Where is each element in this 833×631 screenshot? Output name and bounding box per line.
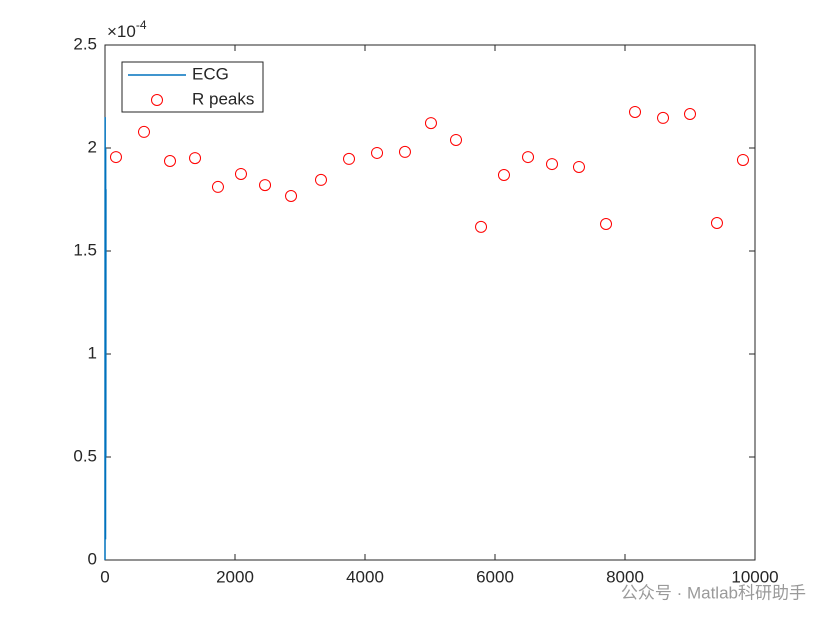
x-tick-label: 2000 — [216, 567, 254, 586]
r-peak — [189, 152, 202, 165]
x-tick-label: 10000 — [731, 567, 778, 586]
r-peak — [211, 180, 224, 193]
ecg-line — [104, 117, 107, 561]
y-tick-label: 0 — [88, 549, 97, 568]
r-peak — [398, 145, 411, 158]
r-peak — [710, 216, 723, 229]
r-peak — [600, 218, 613, 231]
x-tick-label: 0 — [100, 567, 109, 586]
r-peak — [164, 154, 176, 167]
r-peak — [138, 125, 150, 138]
r-peak — [546, 158, 559, 171]
r-peak — [343, 152, 356, 165]
r-peak — [657, 111, 670, 124]
x-tick-label: 4000 — [346, 567, 384, 586]
r-peak — [629, 105, 642, 118]
legend-label: ECG — [192, 64, 229, 83]
r-peak — [109, 151, 122, 164]
legend-label: R peaks — [192, 89, 254, 108]
r-peak — [736, 153, 749, 166]
y-tick-label: 1 — [88, 343, 97, 362]
r-peak — [371, 146, 384, 159]
r-peak — [522, 151, 535, 164]
plot-area — [104, 44, 756, 561]
r-peak — [314, 173, 327, 186]
r-peak — [285, 189, 298, 202]
legend-box — [121, 61, 264, 113]
x-tick-label: 6000 — [476, 567, 514, 586]
y-tick-label: 0.5 — [73, 446, 97, 465]
x-tick-label: 8000 — [606, 567, 644, 586]
r-peak — [497, 168, 510, 181]
r-peak — [424, 117, 437, 130]
legend-symbol — [151, 94, 163, 106]
r-peak — [475, 220, 488, 233]
r-peak — [572, 160, 585, 173]
y-tick-label: 2 — [88, 137, 97, 156]
r-peak — [450, 133, 462, 146]
r-peak — [684, 108, 696, 121]
r-peak — [259, 179, 272, 192]
watermark: 公众号 · Matlab科研助手 — [621, 583, 806, 602]
y-multiplier: ×10-4 — [107, 18, 147, 41]
r-peak — [234, 167, 247, 180]
y-tick-label: 1.5 — [73, 240, 97, 259]
y-tick-label: 2.5 — [73, 34, 97, 53]
